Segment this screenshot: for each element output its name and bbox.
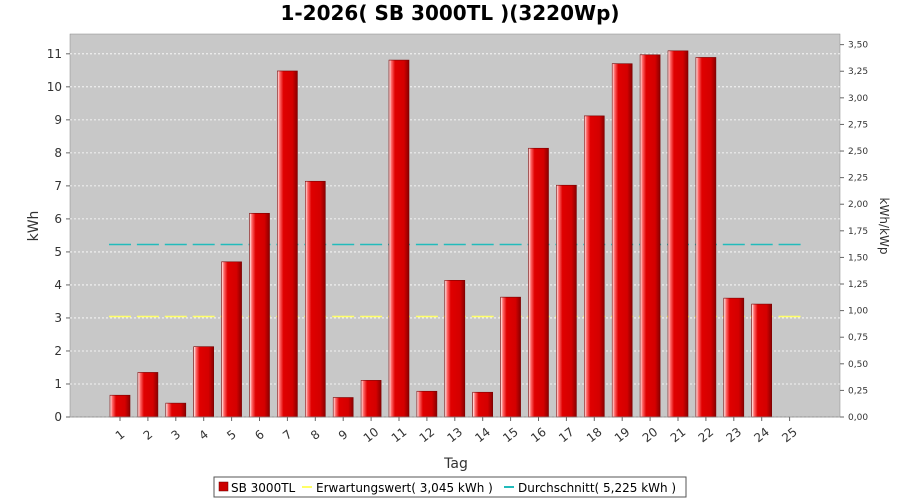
x-tick-label: 14 <box>472 425 493 445</box>
bar <box>695 57 717 418</box>
bar <box>639 54 661 418</box>
y-right-tick-label: 0,75 <box>848 333 868 343</box>
y-tick-label: 2 <box>54 344 62 358</box>
y-right-tick-label: 1,50 <box>848 253 868 263</box>
x-tick-label: 4 <box>196 427 211 443</box>
x-tick-label: 13 <box>444 425 465 445</box>
y-right-tick-label: 3,50 <box>848 41 868 51</box>
bar <box>221 261 242 418</box>
y-tick-label: 3 <box>54 311 62 325</box>
x-tick-label: 20 <box>640 425 661 445</box>
x-tick-label: 3 <box>168 427 183 443</box>
y-tick-label: 8 <box>54 146 62 160</box>
bar <box>360 380 382 418</box>
x-axis-label: Tag <box>443 456 468 472</box>
y-tick-label: 5 <box>54 245 62 259</box>
bar <box>249 212 270 418</box>
y-tick-label: 11 <box>47 47 62 61</box>
bar <box>611 63 633 418</box>
bar <box>109 394 131 418</box>
bar <box>304 180 326 418</box>
x-tick-label: 15 <box>500 425 521 445</box>
bar <box>388 59 410 418</box>
y-tick-label: 1 <box>54 377 62 391</box>
bar <box>444 280 466 418</box>
x-tick-label: 11 <box>389 425 410 445</box>
y-axis-right-label: kWh/kWp <box>877 198 891 255</box>
legend: SB 3000TL Erwartungswert( 3,045 kWh ) Du… <box>213 476 687 498</box>
left-axis: 0 1 2 3 4 5 6 7 8 9 10 11 <box>47 47 70 424</box>
chart-title: 1-2026( SB 3000TL )(3220Wp) <box>280 1 619 25</box>
x-tick-label: 19 <box>612 425 633 445</box>
bar <box>751 303 773 418</box>
y-right-tick-label: 1,00 <box>848 307 868 317</box>
x-tick-label: 2 <box>141 427 156 443</box>
legend-label-expected: Erwartungswert( 3,045 kWh ) <box>316 481 493 495</box>
x-tick-label: 21 <box>668 425 689 445</box>
legend-label-bar: SB 3000TL <box>231 481 296 495</box>
bar <box>500 296 521 418</box>
y-right-tick-label: 0,00 <box>848 413 868 423</box>
y-tick-label: 6 <box>54 212 62 226</box>
bar <box>667 50 689 418</box>
y-tick-label: 0 <box>54 410 62 424</box>
y-right-tick-label: 1,75 <box>848 227 868 237</box>
bar <box>472 391 494 418</box>
y-right-tick-label: 2,25 <box>848 174 868 184</box>
x-tick-label: 5 <box>224 427 239 443</box>
y-right-tick-label: 1,25 <box>848 280 868 290</box>
x-tick-label: 24 <box>751 425 772 445</box>
bar <box>193 346 214 418</box>
y-tick-label: 4 <box>54 278 62 292</box>
x-tick-label: 23 <box>723 425 744 445</box>
y-right-tick-label: 2,75 <box>848 120 868 130</box>
y-right-tick-label: 2,50 <box>848 147 868 157</box>
y-right-tick-label: 3,25 <box>848 67 868 77</box>
x-tick-label: 25 <box>779 425 800 445</box>
bar <box>556 184 577 418</box>
bar <box>416 390 438 418</box>
x-tick-label: 16 <box>528 425 549 445</box>
bar <box>137 372 159 418</box>
bar <box>165 402 187 418</box>
right-axis: 0,00 0,25 0,50 0,75 1,00 1,25 1,50 1,75 2,00 2,25… <box>840 41 868 423</box>
x-tick-label: 8 <box>308 427 323 443</box>
y-right-tick-label: 0,50 <box>848 360 868 370</box>
bar <box>723 297 745 418</box>
x-tick-label: 18 <box>584 425 605 445</box>
x-tick-label: 10 <box>361 425 382 445</box>
legend-label-average: Durchschnitt( 5,225 kWh ) <box>518 481 676 495</box>
y-tick-label: 7 <box>54 179 62 193</box>
bar <box>583 115 605 418</box>
y-right-tick-label: 3,00 <box>848 94 868 104</box>
bar <box>332 397 354 418</box>
y-right-tick-label: 0,25 <box>848 386 868 396</box>
x-tick-label: 12 <box>417 425 438 445</box>
x-tick-label: 7 <box>280 427 295 443</box>
x-tick-label: 1 <box>113 427 128 443</box>
legend-box <box>213 476 687 498</box>
x-axis: 1 2 3 4 5 6 7 8 9 10 11 12 13 14 15 16 17 18 19 20 21 22 23 24 2… <box>70 416 840 445</box>
bar <box>528 147 549 418</box>
x-tick-label: 6 <box>252 427 267 443</box>
y-right-tick-label: 2,00 <box>848 200 868 210</box>
y-tick-label: 10 <box>47 80 62 94</box>
y-tick-label: 9 <box>54 113 62 127</box>
x-tick-label: 17 <box>556 425 577 445</box>
legend-swatch-bar <box>218 481 229 492</box>
x-tick-label: 22 <box>696 425 717 445</box>
y-axis-label: kWh <box>26 211 42 242</box>
bar <box>277 70 298 418</box>
x-tick-label: 9 <box>336 427 351 443</box>
